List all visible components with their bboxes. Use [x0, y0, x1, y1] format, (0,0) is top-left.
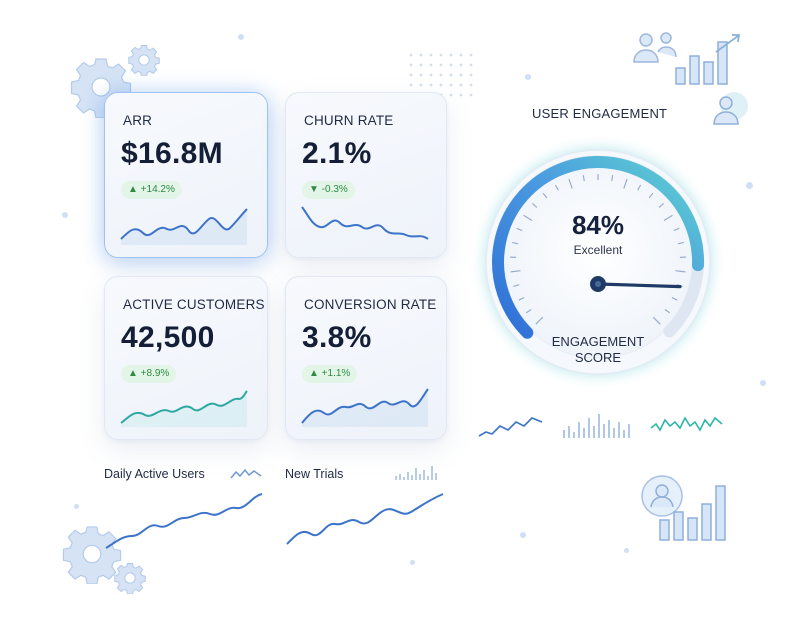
kpi-value: $16.8M [121, 137, 223, 170]
sparkline [120, 208, 248, 245]
bar-chart-icon [675, 34, 741, 85]
mini-wave-chart [650, 416, 723, 432]
engagement-gauge[interactable]: 84% Excellent ENGAGEMENT SCORE [468, 132, 728, 392]
gear-icon [62, 526, 122, 584]
gauge-tick [535, 316, 544, 325]
mini-sparkline-icon [230, 468, 262, 479]
gauge-tick [652, 316, 661, 325]
gauge-tick [675, 270, 686, 273]
gauge-tick [671, 297, 678, 301]
engagement-title: USER ENGAGEMENT [532, 106, 668, 121]
daily-active-users-chart[interactable] [104, 492, 264, 550]
gauge-tick [510, 270, 521, 273]
user-icon [641, 475, 683, 517]
gauge-tick [532, 202, 538, 208]
gauge-tick [637, 184, 642, 191]
engagement-label-line1: ENGAGEMENT [551, 334, 645, 349]
gauge-tick [673, 227, 680, 232]
kpi-card-arr[interactable]: ARR $16.8M ▲ +14.2% [104, 92, 268, 258]
gauge-tick [513, 284, 520, 287]
kpi-label: CHURN RATE [304, 113, 394, 128]
kpi-label: ARR [123, 113, 153, 128]
users-icon [633, 32, 677, 63]
chart-caption-new-trials: New Trials [285, 467, 344, 481]
mini-bar-chart [563, 414, 630, 438]
gauge-tick [542, 192, 548, 199]
kpi-card-conversion-rate[interactable]: CONVERSION RATE 3.8% ▲ +1.1% [285, 276, 447, 440]
gauge-tick [512, 241, 519, 245]
gauge-graphic [470, 134, 726, 390]
mini-line-chart [478, 417, 543, 437]
change-badge: ▲ +8.9% [121, 365, 177, 383]
engagement-label-line2: SCORE [574, 350, 622, 365]
change-badge: ▼ -0.3% [302, 181, 355, 199]
new-trials-chart[interactable] [285, 492, 445, 550]
chart-caption-daily-active-users: Daily Active Users [104, 467, 205, 481]
gear-icon [114, 563, 146, 594]
gauge-tick [516, 227, 523, 232]
change-badge: ▲ +14.2% [121, 181, 182, 199]
gauge-tick [677, 241, 684, 245]
engagement-score-label: ENGAGEMENT SCORE [468, 334, 728, 366]
kpi-card-churn-rate[interactable]: CHURN RATE 2.1% ▼ -0.3% [285, 92, 447, 258]
gauge-tick [623, 178, 628, 189]
kpi-value: 3.8% [302, 321, 372, 354]
sparkline [301, 388, 429, 427]
kpi-card-active-customers[interactable]: ACTIVE CUSTOMERS 42,500 ▲ +8.9% [104, 276, 268, 440]
sparkline [120, 390, 248, 427]
gauge-tick [525, 309, 532, 314]
gauge-tick [648, 192, 654, 199]
gauge-value-arc [492, 156, 705, 339]
kpi-label: ACTIVE CUSTOMERS [123, 297, 265, 312]
change-badge: ▲ +1.1% [302, 365, 358, 383]
engagement-rating: Excellent [573, 243, 623, 257]
kpi-label: CONVERSION RATE [304, 297, 437, 312]
gauge-needle [596, 282, 682, 289]
engagement-score-value: 84% [571, 210, 625, 240]
kpi-value: 2.1% [302, 137, 372, 170]
gauge-tick [658, 202, 664, 208]
user-icon [713, 92, 748, 125]
gauge-tick [568, 178, 573, 189]
gauge-tick [611, 175, 614, 182]
gauge-tick [582, 175, 585, 182]
gauge-tick [518, 297, 525, 301]
sparkline [301, 206, 429, 240]
gauge-tick [663, 214, 673, 222]
kpi-value: 42,500 [121, 321, 215, 354]
gear-icon [128, 45, 160, 76]
gauge-tick [664, 309, 671, 314]
mini-bar-icon [395, 466, 437, 480]
bar-chart-icon [659, 485, 726, 541]
gauge-tick [523, 214, 533, 222]
gauge-tick [554, 184, 559, 191]
